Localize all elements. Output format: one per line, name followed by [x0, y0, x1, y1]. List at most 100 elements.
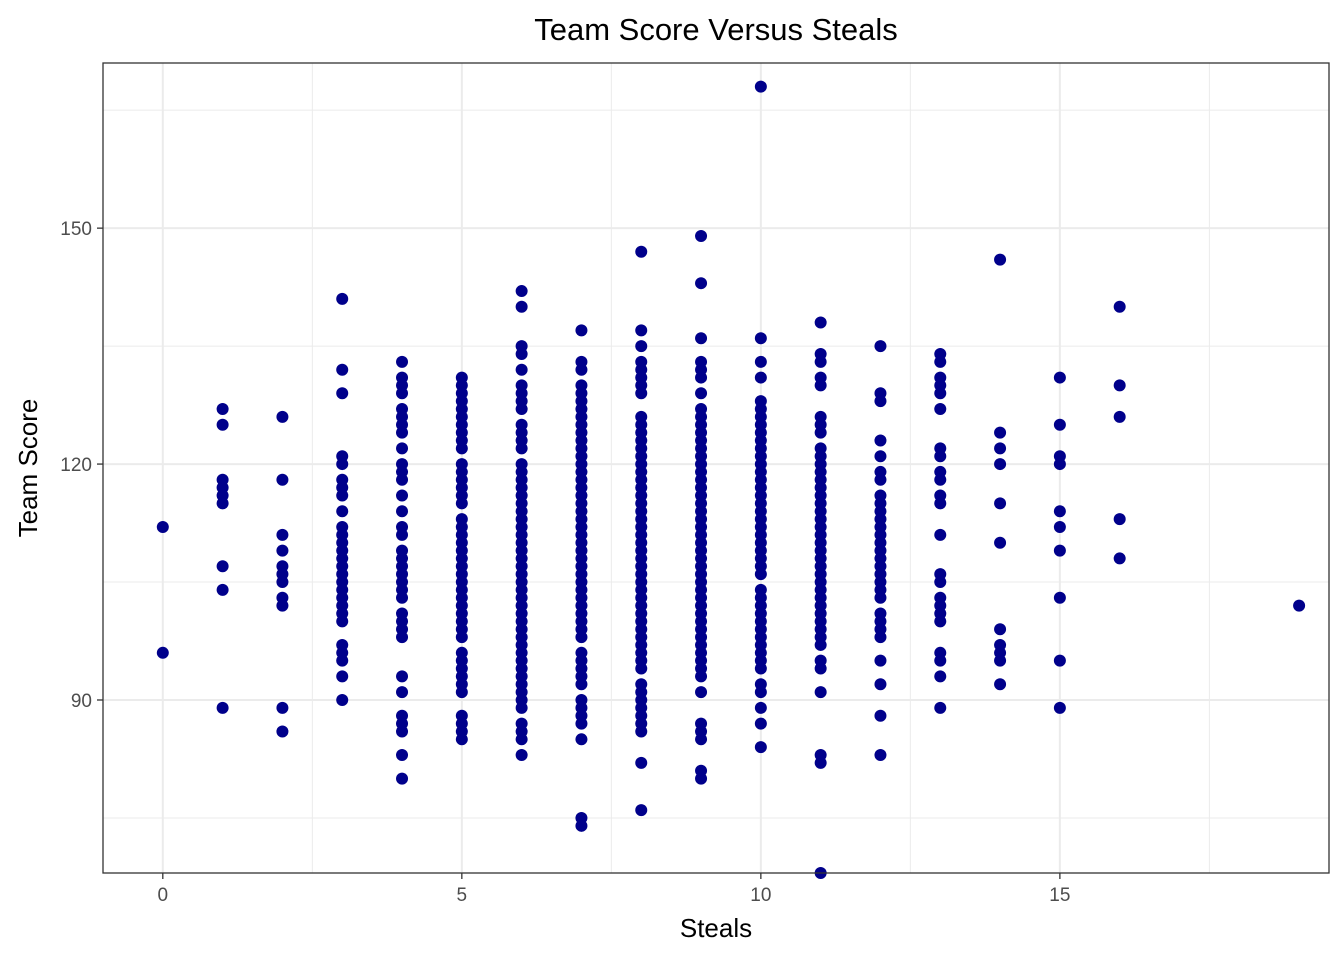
data-point: [455, 733, 468, 746]
data-point: [1113, 300, 1126, 313]
data-point: [336, 505, 349, 518]
data-point: [934, 355, 947, 368]
data-point: [994, 497, 1007, 510]
data-point: [575, 678, 588, 691]
data-point: [994, 623, 1007, 636]
data-point: [814, 686, 827, 699]
data-point: [635, 324, 648, 337]
data-point: [754, 355, 767, 368]
data-point: [1053, 701, 1066, 714]
data-point: [336, 670, 349, 683]
data-point: [934, 654, 947, 667]
data-point: [934, 528, 947, 541]
data-point: [1053, 591, 1066, 604]
data-point: [396, 670, 409, 683]
data-point: [276, 544, 289, 557]
plot-panel: [103, 63, 1329, 873]
data-point: [396, 442, 409, 455]
data-point: [1113, 552, 1126, 565]
data-point: [455, 442, 468, 455]
data-point: [336, 387, 349, 400]
x-axis: 0 5 10 15: [158, 873, 1070, 906]
y-tick-label: 120: [60, 455, 92, 476]
data-point: [396, 686, 409, 699]
data-point: [396, 749, 409, 762]
data-point: [396, 631, 409, 644]
data-point: [754, 686, 767, 699]
minor-gridlines: [103, 63, 1329, 873]
data-point: [216, 497, 229, 510]
data-point: [874, 631, 887, 644]
data-point: [455, 686, 468, 699]
data-point: [754, 701, 767, 714]
data-point: [934, 615, 947, 628]
data-point: [336, 615, 349, 628]
data-point: [396, 725, 409, 738]
data-point: [635, 340, 648, 353]
data-point: [336, 489, 349, 502]
data-point: [695, 332, 708, 345]
data-point: [695, 371, 708, 384]
data-point: [396, 387, 409, 400]
data-point: [874, 434, 887, 447]
data-point: [216, 583, 229, 596]
data-point: [695, 686, 708, 699]
data-point: [994, 654, 1007, 667]
data-point: [874, 591, 887, 604]
data-point: [156, 646, 169, 659]
data-point: [635, 245, 648, 258]
x-tick-label: 15: [1049, 885, 1070, 906]
data-point: [874, 340, 887, 353]
data-point: [754, 568, 767, 581]
data-point: [814, 638, 827, 651]
data-point: [575, 717, 588, 730]
data-point: [754, 80, 767, 93]
data-point: [814, 756, 827, 769]
data-point: [515, 403, 528, 416]
data-point: [874, 395, 887, 408]
data-point: [814, 379, 827, 392]
data-point: [754, 371, 767, 384]
data-points: [156, 80, 1306, 879]
data-point: [635, 756, 648, 769]
data-point: [994, 253, 1007, 266]
data-point: [1113, 379, 1126, 392]
data-point: [1113, 513, 1126, 526]
data-point: [1053, 418, 1066, 431]
data-point: [336, 654, 349, 667]
data-point: [934, 387, 947, 400]
data-point: [396, 426, 409, 439]
data-point: [276, 576, 289, 589]
data-point: [874, 709, 887, 722]
data-point: [396, 355, 409, 368]
data-point: [216, 403, 229, 416]
data-point: [994, 442, 1007, 455]
data-point: [515, 347, 528, 360]
data-point: [874, 654, 887, 667]
data-point: [216, 560, 229, 573]
data-point: [396, 473, 409, 486]
data-point: [814, 355, 827, 368]
x-axis-title: Steals: [680, 913, 752, 943]
data-point: [1113, 410, 1126, 423]
y-axis: 90 120 150: [60, 219, 103, 712]
y-axis-title: Team Score: [13, 399, 43, 538]
data-point: [994, 458, 1007, 471]
data-point: [695, 670, 708, 683]
data-point: [575, 324, 588, 337]
data-point: [396, 505, 409, 518]
data-point: [695, 772, 708, 785]
data-point: [934, 576, 947, 589]
data-point: [276, 410, 289, 423]
data-point: [276, 599, 289, 612]
data-point: [276, 725, 289, 738]
data-point: [1053, 458, 1066, 471]
data-point: [276, 528, 289, 541]
data-point: [814, 662, 827, 675]
data-point: [455, 631, 468, 644]
data-point: [874, 473, 887, 486]
data-point: [754, 332, 767, 345]
data-point: [1053, 544, 1066, 557]
data-point: [695, 277, 708, 290]
